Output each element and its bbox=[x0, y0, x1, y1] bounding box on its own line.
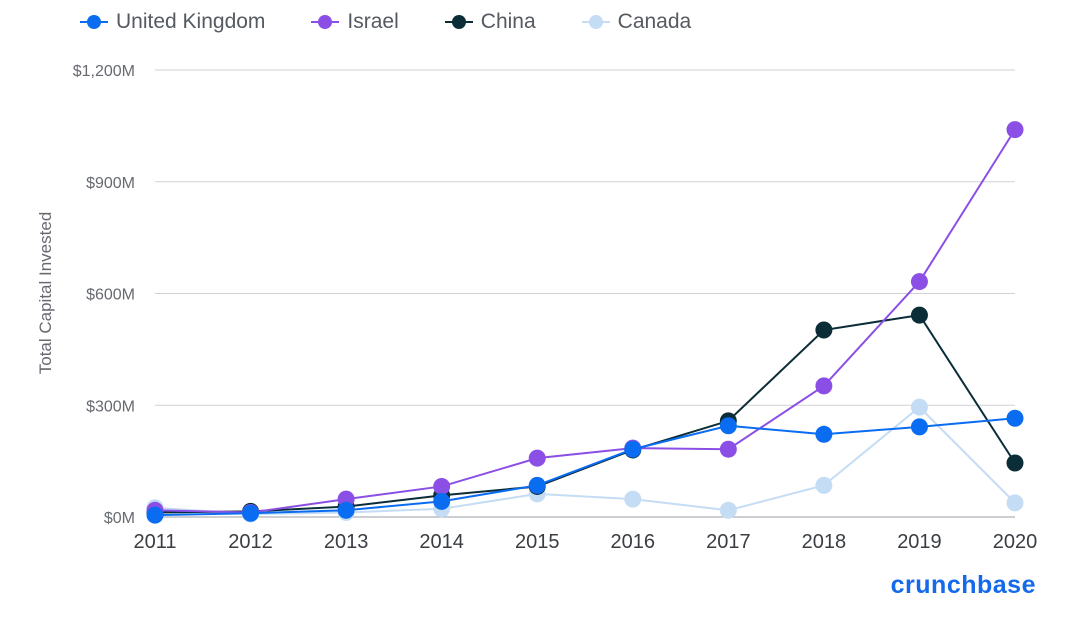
y-tick-label: $300M bbox=[86, 398, 135, 415]
x-tick-label: 2019 bbox=[897, 531, 942, 553]
data-point-united-kingdom[interactable] bbox=[242, 504, 260, 522]
legend-item-china[interactable]: China bbox=[444, 10, 536, 34]
y-tick-label: $900M bbox=[86, 175, 135, 192]
gridlines bbox=[155, 69, 1015, 518]
x-tick-label: 2016 bbox=[611, 531, 656, 553]
data-point-united-kingdom[interactable] bbox=[1006, 409, 1024, 427]
data-point-israel[interactable] bbox=[910, 273, 928, 291]
data-point-china[interactable] bbox=[1006, 454, 1024, 472]
x-tick-label: 2013 bbox=[324, 531, 369, 553]
x-axis-ticks: 2011 2012 2013 2014 2015 2016 2017 2018 2019 2020 bbox=[133, 531, 1037, 553]
legend-label: China bbox=[480, 10, 536, 33]
data-point-united-kingdom[interactable] bbox=[624, 440, 642, 458]
legend: United Kingdom Israel China Canada bbox=[80, 10, 737, 34]
y-tick-label: $600M bbox=[86, 287, 135, 304]
series-line-china bbox=[154, 314, 1016, 514]
data-point-china[interactable] bbox=[910, 306, 928, 324]
y-tick-label: $0M bbox=[104, 510, 135, 527]
legend-marker-israel bbox=[311, 15, 340, 29]
x-tick-label: 2017 bbox=[706, 531, 751, 553]
y-axis-label: Total Capital Invested bbox=[36, 212, 55, 375]
series-line-canada bbox=[154, 405, 1016, 516]
x-tick-label: 2015 bbox=[515, 531, 560, 553]
data-point-israel[interactable] bbox=[1006, 121, 1024, 139]
data-point-israel[interactable] bbox=[719, 440, 737, 458]
data-point-united-kingdom[interactable] bbox=[146, 506, 164, 524]
series-canada bbox=[146, 398, 1024, 523]
data-point-china[interactable] bbox=[815, 321, 833, 339]
x-tick-label: 2018 bbox=[802, 531, 847, 553]
crunchbase-logo: crunchbase bbox=[890, 571, 1036, 599]
data-point-canada[interactable] bbox=[624, 490, 642, 508]
data-point-israel[interactable] bbox=[528, 449, 546, 467]
series-israel bbox=[146, 121, 1024, 522]
legend-marker-united-kingdom bbox=[80, 15, 108, 29]
data-point-united-kingdom[interactable] bbox=[815, 425, 833, 443]
legend-marker-china bbox=[444, 15, 473, 29]
data-point-united-kingdom[interactable] bbox=[337, 501, 355, 519]
series-united-kingdom bbox=[146, 409, 1024, 524]
legend-label: Canada bbox=[617, 10, 692, 33]
x-tick-label: 2020 bbox=[993, 531, 1038, 553]
data-point-israel[interactable] bbox=[815, 377, 833, 395]
legend-item-united-kingdom[interactable]: United Kingdom bbox=[80, 10, 265, 34]
series-line-united-kingdom bbox=[154, 417, 1016, 517]
x-tick-label: 2014 bbox=[419, 531, 464, 553]
series-line-israel bbox=[154, 129, 1016, 514]
data-point-canada[interactable] bbox=[815, 476, 833, 494]
legend-item-canada[interactable]: Canada bbox=[581, 10, 692, 34]
y-tick-label: $1,200M bbox=[73, 63, 135, 80]
y-axis-ticks: $0M $300M $600M $900M $1,200M bbox=[73, 63, 135, 527]
data-point-united-kingdom[interactable] bbox=[528, 476, 546, 494]
x-tick-label: 2012 bbox=[228, 531, 273, 553]
data-point-canada[interactable] bbox=[1006, 494, 1024, 512]
data-point-israel[interactable] bbox=[433, 477, 451, 495]
series-layer bbox=[146, 121, 1024, 524]
legend-label: United Kingdom bbox=[116, 10, 266, 33]
data-point-canada[interactable] bbox=[910, 398, 928, 416]
series-china bbox=[146, 306, 1024, 522]
data-point-united-kingdom[interactable] bbox=[433, 492, 451, 510]
legend-label: Israel bbox=[347, 10, 399, 33]
legend-item-israel[interactable]: Israel bbox=[311, 10, 399, 34]
x-tick-label: 2011 bbox=[133, 531, 176, 553]
data-point-united-kingdom[interactable] bbox=[910, 418, 928, 436]
data-point-united-kingdom[interactable] bbox=[719, 417, 737, 435]
legend-marker-canada bbox=[581, 15, 610, 29]
data-point-canada[interactable] bbox=[719, 501, 737, 519]
